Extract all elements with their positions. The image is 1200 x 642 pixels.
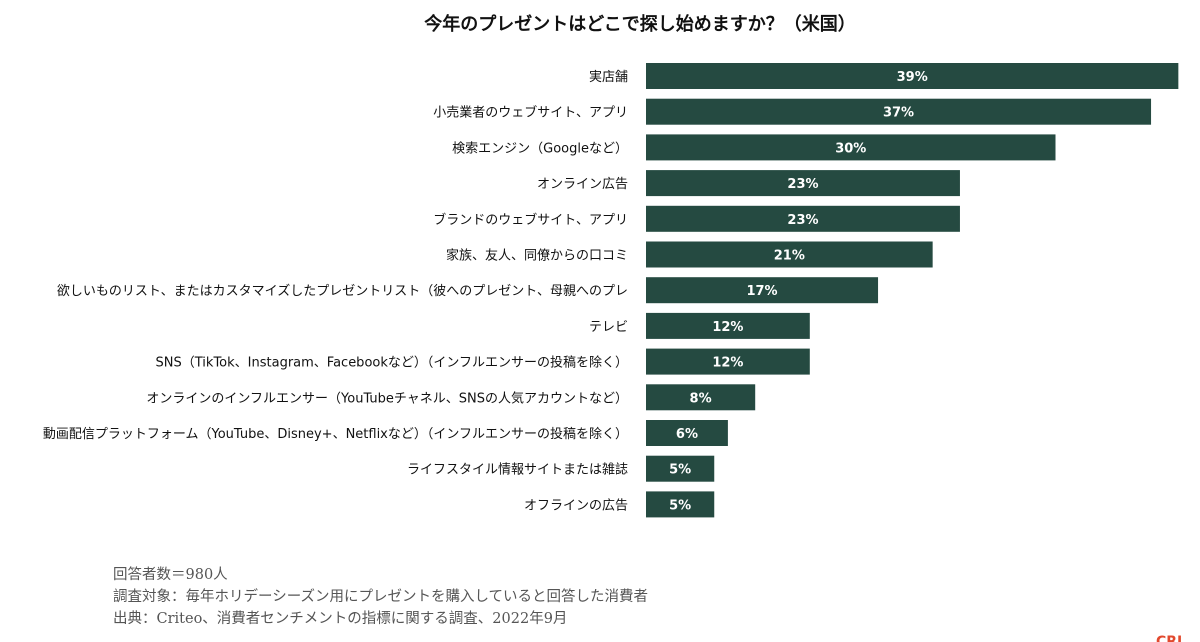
bar [646, 420, 728, 446]
bar-value-label: 17% [746, 284, 777, 299]
category-label: 欲しいものリスト、またはカスタマイズしたプレゼントリスト（彼へのプレゼント、母親… [57, 283, 628, 299]
category-label: 実店舗 [589, 69, 628, 85]
bar [646, 63, 1179, 89]
category-label: ライフスタイル情報サイトまたは雑誌 [407, 462, 628, 478]
bar-value-label: 30% [835, 141, 866, 156]
bar [646, 348, 810, 375]
brand-logo-fragment: CRI [1156, 634, 1183, 642]
bar [646, 241, 933, 268]
footnote-source: 出典：Criteo、消費者センチメントの指標に関する調査、2022年9月 [113, 611, 568, 627]
bar-value-label: 12% [712, 356, 743, 371]
bar-value-label: 23% [787, 213, 818, 228]
category-label: SNS（TikTok、Instagram、Facebookなど）（インフルエンサ… [156, 355, 628, 371]
category-label: オフラインの広告 [524, 498, 628, 513]
category-label: 動画配信プラットフォーム（YouTube、Disney+、Netflixなど）（… [43, 426, 628, 442]
footnote-respondents: 回答者数＝980人 [113, 567, 228, 583]
category-label: 検索エンジン（Googleなど） [452, 141, 628, 156]
bar-value-label: 23% [787, 177, 818, 192]
bars [646, 63, 1179, 518]
bar [646, 491, 715, 518]
bar [646, 277, 879, 304]
footnotes: 回答者数＝980人 調査対象：毎年ホリデーシーズン用にプレゼントを購入していると… [113, 564, 648, 630]
bar-value-label: 12% [712, 320, 743, 335]
bar-value-label: 5% [669, 498, 691, 513]
bar [646, 384, 756, 411]
value-labels: 39% 37% 30% 23% 23% 21% 17% 12% 12% 8% 6% 5% 5% [669, 70, 928, 513]
bar [646, 312, 810, 339]
bar-value-label: 5% [669, 463, 691, 478]
bar-value-label: 6% [676, 427, 698, 442]
bar [646, 455, 715, 482]
bar-value-label: 8% [690, 391, 712, 406]
bar [646, 98, 1152, 125]
footnote-target: 調査対象：毎年ホリデーシーズン用にプレゼントを購入していると回答した消費者 [113, 589, 649, 605]
bar-value-label: 21% [774, 249, 805, 264]
category-label: テレビ [589, 320, 628, 335]
category-label: ブランドのウェブサイト、アプリ [433, 212, 628, 228]
bar-value-label: 37% [883, 106, 914, 121]
bar [646, 134, 1056, 161]
category-label: 家族、友人、同僚からの口コミ [446, 248, 628, 264]
chart-title: 今年のプレゼントはどこで探し始めますか？（米国） [424, 14, 856, 35]
category-label: 小売業者のウェブサイト、アプリ [433, 105, 628, 121]
category-label: オンラインのインフルエンサー（YouTubeチャネル、SNSの人気アカウントなど… [146, 390, 628, 406]
bar-value-label: 39% [897, 70, 928, 85]
category-label: オンライン広告 [537, 177, 628, 192]
bar [646, 170, 960, 197]
bar [646, 205, 960, 232]
